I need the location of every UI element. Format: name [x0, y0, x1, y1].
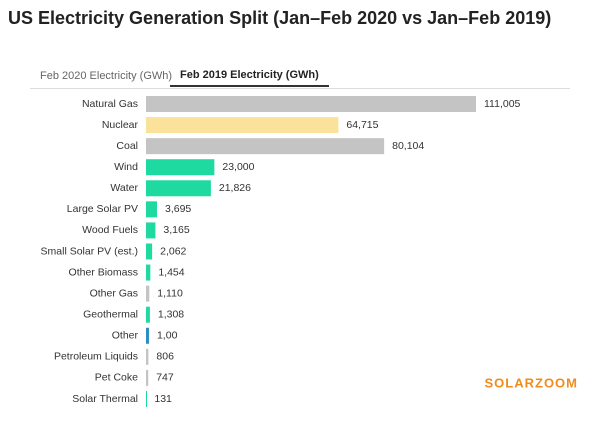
- watermark: SOLARZOOM: [485, 375, 579, 390]
- bar: [146, 285, 150, 302]
- value-label: 23,000: [222, 161, 254, 173]
- category-label: Natural Gas: [82, 98, 138, 110]
- category-label: Nuclear: [102, 119, 139, 131]
- category-label: Other Biomass: [69, 266, 138, 278]
- value-label: 747: [156, 372, 174, 384]
- value-label: 1,454: [158, 266, 184, 278]
- value-label: 2,062: [160, 245, 186, 257]
- bar: [146, 306, 150, 323]
- category-label: Geothermal: [83, 308, 138, 320]
- value-label: 131: [154, 393, 172, 405]
- category-label: Coal: [116, 140, 138, 152]
- category-label: Wind: [114, 161, 138, 173]
- value-label: 80,104: [392, 140, 424, 152]
- value-label: 3,165: [163, 224, 189, 236]
- bar: [146, 222, 156, 239]
- value-label: 1,00: [157, 330, 178, 342]
- category-label: Other Gas: [90, 287, 138, 299]
- value-label: 21,826: [219, 182, 251, 194]
- bar: [146, 117, 339, 134]
- value-label: 111,005: [484, 98, 521, 110]
- bar: [146, 201, 157, 218]
- bar: [146, 390, 147, 407]
- category-label: Solar Thermal: [72, 393, 138, 405]
- tab-bar: Feb 2020 Electricity (GWh) Feb 2019 Elec…: [30, 64, 570, 89]
- bar: [146, 369, 149, 386]
- category-label: Small Solar PV (est.): [41, 245, 138, 257]
- bar: [146, 180, 211, 197]
- tab[interactable]: Feb 2019 Electricity (GWh): [170, 64, 329, 87]
- category-label: Water: [110, 182, 138, 194]
- category-label: Pet Coke: [95, 372, 138, 384]
- bar: [146, 96, 476, 112]
- value-label: 3,695: [165, 203, 191, 215]
- tab[interactable]: Feb 2020 Electricity (GWh): [30, 64, 182, 87]
- category-label: Wood Fuels: [82, 224, 138, 236]
- bar: [146, 348, 149, 365]
- value-label: 64,715: [346, 119, 378, 131]
- category-label: Other: [112, 330, 139, 342]
- bar: [146, 264, 151, 281]
- bar: [146, 327, 149, 344]
- category-label: Petroleum Liquids: [54, 351, 138, 363]
- value-label: 1,110: [157, 287, 183, 299]
- bar: [146, 159, 215, 176]
- bar: [146, 138, 385, 155]
- chart-title: US Electricity Generation Split (Jan–Feb…: [8, 8, 552, 28]
- bar: [146, 243, 153, 260]
- category-label: Large Solar PV: [67, 203, 138, 215]
- value-label: 1,308: [158, 308, 184, 320]
- value-label: 806: [156, 351, 174, 363]
